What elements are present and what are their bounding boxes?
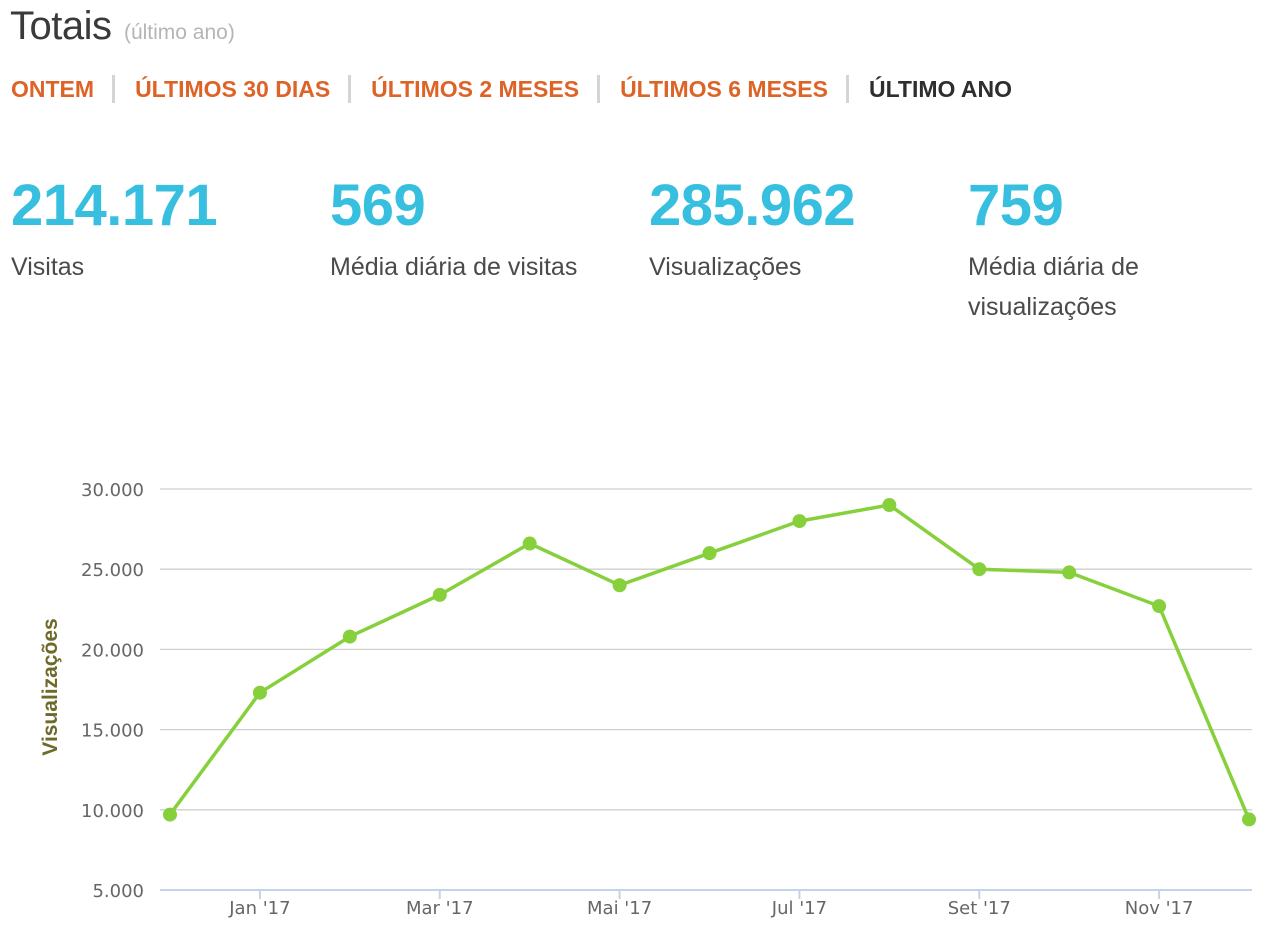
y-tick-label: 5.000 <box>92 881 144 902</box>
data-point <box>252 685 267 700</box>
stat-media-diaria-visitas: 569 Média diária de visitas <box>330 172 630 287</box>
x-tick-label: Mar '17 <box>406 898 474 919</box>
y-tick-label: 10.000 <box>81 801 144 822</box>
stat-value: 285.962 <box>649 173 856 238</box>
data-point <box>612 578 627 593</box>
tab-separator <box>597 75 601 103</box>
stat-label: Visualizações <box>649 253 802 281</box>
data-point <box>972 562 987 577</box>
tab-ultimos-6-meses[interactable]: ÚLTIMOS 6 MESES <box>620 75 828 102</box>
data-point <box>1062 565 1077 580</box>
tab-ultimos-2-meses[interactable]: ÚLTIMOS 2 MESES <box>371 75 580 102</box>
x-tick-label: Mai '17 <box>587 898 652 919</box>
stat-value: 759 <box>968 173 1064 238</box>
x-tick-label: Nov '17 <box>1125 898 1194 919</box>
y-tick-label: 30.000 <box>81 480 144 501</box>
data-point <box>1242 812 1257 827</box>
x-tick-label: Jul '17 <box>771 898 827 919</box>
data-point <box>163 807 177 822</box>
data-point <box>1152 599 1167 614</box>
tab-ultimos-30-dias[interactable]: ÚLTIMOS 30 DIAS <box>135 75 331 102</box>
data-point <box>702 546 717 561</box>
header: Totais (último ano) <box>10 4 235 49</box>
stat-label: Média diária de visualizações <box>968 253 1139 321</box>
tab-ontem[interactable]: ONTEM <box>11 75 95 102</box>
period-tabs: ONTEM ÚLTIMOS 30 DIAS ÚLTIMOS 2 MESES ÚL… <box>11 73 1012 105</box>
data-point <box>522 536 537 551</box>
tab-separator <box>112 75 116 103</box>
tab-ultimo-ano: ÚLTIMO ANO <box>868 75 1013 102</box>
stat-value: 214.171 <box>11 173 218 238</box>
stat-media-diaria-visualizacoes: 759 Média diária de visualizações <box>968 172 1198 327</box>
tab-separator <box>348 75 352 103</box>
y-tick-label: 25.000 <box>81 560 144 581</box>
stat-label: Visitas <box>11 253 85 281</box>
y-tick-label: 15.000 <box>81 721 144 742</box>
views-line-chart: 5.000 10.000 15.000 20.000 25.000 30.000 Jan '… <box>39 480 1257 919</box>
page-title: Totais <box>10 4 112 48</box>
x-tick-label: Set '17 <box>948 898 1011 919</box>
y-tick-label: 20.000 <box>81 640 144 661</box>
data-point <box>882 498 897 513</box>
stat-value: 569 <box>330 173 426 238</box>
x-tick-label: Jan '17 <box>228 898 290 919</box>
stat-visitas: 214.171 Visitas <box>11 172 311 287</box>
data-point <box>342 629 357 644</box>
stat-visualizacoes: 285.962 Visualizações <box>649 172 949 287</box>
tab-separator <box>845 75 849 103</box>
y-axis-title: Visualizações <box>39 618 62 755</box>
stat-label: Média diária de visitas <box>330 253 578 281</box>
data-point <box>792 514 807 529</box>
data-point <box>432 587 447 602</box>
page-subtitle: (último ano) <box>123 21 235 44</box>
